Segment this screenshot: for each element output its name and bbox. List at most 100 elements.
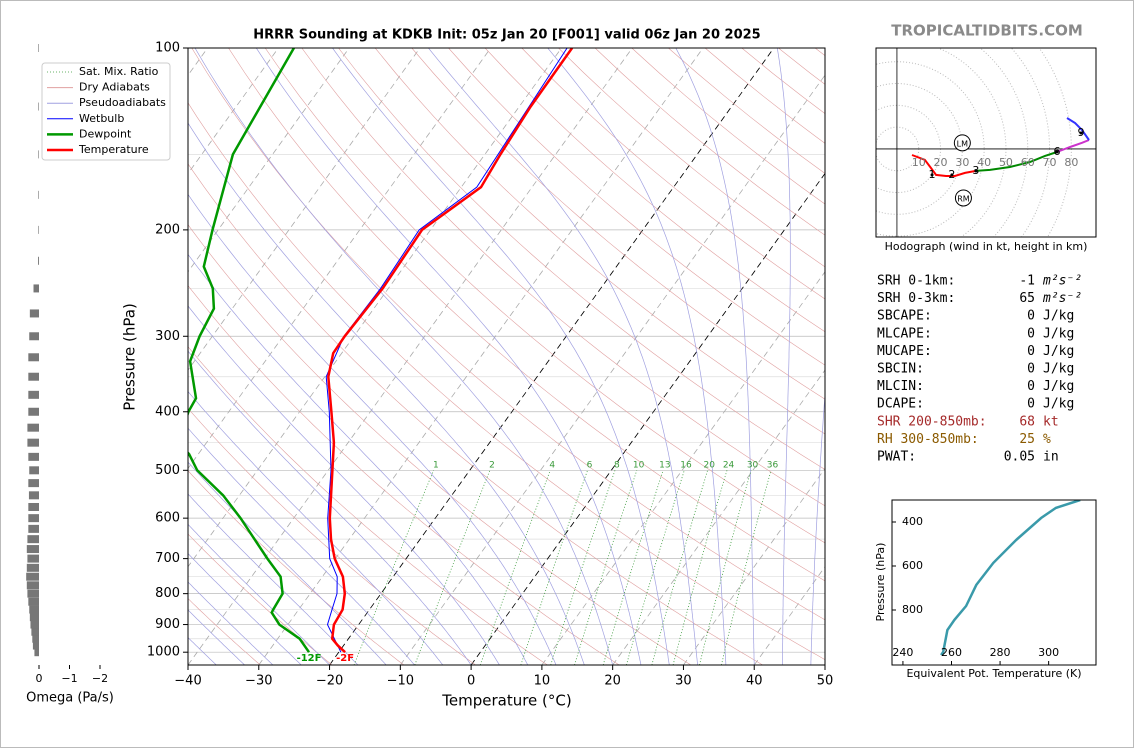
mixing-ratio-label: 1 bbox=[433, 461, 439, 471]
omega-bar bbox=[27, 589, 39, 598]
y-tick-label: 400 bbox=[155, 404, 180, 419]
mixing-ratio-line bbox=[353, 470, 435, 665]
stat-label: SHR 200-850mb: bbox=[877, 414, 987, 429]
moist-adiabat bbox=[188, 122, 585, 665]
highlight-isotherm bbox=[329, 48, 775, 665]
dry-adiabat bbox=[191, 48, 825, 621]
y-tick-label: 100 bbox=[155, 41, 180, 56]
dry-adiabat bbox=[188, 346, 548, 665]
omega-bar bbox=[32, 641, 39, 650]
mixing-ratio-line bbox=[602, 470, 664, 665]
legend-label: Wetbulb bbox=[79, 112, 124, 125]
moist-adiabat bbox=[776, 48, 791, 665]
x-tick-label: 280 bbox=[990, 646, 1011, 659]
x-tick-label: 30 bbox=[675, 674, 692, 689]
stat-unit: J/kg bbox=[1043, 379, 1074, 394]
stat-value: 65 bbox=[1019, 291, 1035, 306]
height-label: 2 bbox=[948, 168, 955, 181]
x-tick-label: 300 bbox=[1038, 646, 1059, 659]
x-tick-label: −10 bbox=[387, 674, 414, 689]
plot-frame bbox=[187, 47, 826, 666]
omega-bar bbox=[38, 256, 39, 265]
omega-x-label: Omega (Pa/s) bbox=[26, 691, 114, 706]
omega-bar bbox=[27, 423, 39, 432]
mixing-ratio-line bbox=[626, 470, 685, 665]
height-dot bbox=[930, 173, 934, 177]
omega-bar bbox=[29, 332, 39, 341]
thetae-area bbox=[940, 500, 1081, 656]
omega-bar bbox=[26, 563, 39, 572]
y-tick-label: 200 bbox=[155, 222, 180, 237]
stat-unit: J/kg bbox=[1043, 326, 1074, 341]
mixing-ratio-label: 10 bbox=[633, 461, 645, 471]
stat-unit: in bbox=[1043, 450, 1059, 465]
stat-value: 0.05 bbox=[1004, 450, 1035, 465]
stat-unit: kt bbox=[1043, 414, 1059, 429]
mixing-ratio-line bbox=[651, 470, 708, 665]
moist-adiabat bbox=[188, 581, 274, 665]
stat-value: 0 bbox=[1027, 397, 1035, 412]
y-tick-label: 500 bbox=[155, 463, 180, 478]
stat-label: DCAPE: bbox=[877, 397, 924, 412]
height-dot bbox=[974, 169, 978, 173]
stat-value: 0 bbox=[1027, 326, 1035, 341]
hodograph-ring-label: 80 bbox=[1064, 156, 1078, 169]
omega-bar bbox=[38, 44, 39, 52]
y-tick-label: 700 bbox=[155, 551, 180, 566]
omega-bar bbox=[32, 634, 39, 643]
moist-adiabat bbox=[547, 48, 727, 665]
omega-bar bbox=[34, 648, 39, 657]
mixing-ratio-label: 30 bbox=[747, 461, 759, 471]
omega-bar bbox=[38, 150, 39, 159]
stat-label: MUCAPE: bbox=[877, 344, 932, 359]
dry-adiabat bbox=[338, 48, 825, 470]
moist-adiabat bbox=[675, 48, 755, 665]
storm-motion-label: LM bbox=[957, 139, 968, 148]
omega-bar bbox=[29, 309, 39, 318]
stat-unit: J/kg bbox=[1043, 362, 1074, 377]
hodograph-ring-label: 30 bbox=[955, 156, 969, 169]
thetae-y-label: Pressure (hPa) bbox=[874, 543, 887, 622]
omega-bar bbox=[38, 190, 39, 199]
omega-bar bbox=[27, 438, 39, 447]
stat-unit: m²s⁻² bbox=[1042, 291, 1082, 306]
stat-unit: J/kg bbox=[1043, 344, 1074, 359]
omega-bar bbox=[28, 372, 39, 381]
x-tick-label: 50 bbox=[817, 674, 834, 689]
stat-label: PWAT: bbox=[877, 450, 916, 465]
stat-value: 0 bbox=[1027, 309, 1035, 324]
dry-adiabat bbox=[188, 163, 763, 665]
mixing-ratio-label: 2 bbox=[489, 461, 495, 471]
height-dot bbox=[950, 173, 954, 177]
mixing-ratio-line bbox=[520, 470, 588, 665]
omega-bar bbox=[29, 605, 39, 614]
omega-bar bbox=[28, 597, 39, 606]
hodograph-trace bbox=[911, 154, 977, 177]
stat-value: 0 bbox=[1027, 379, 1035, 394]
height-label: 3 bbox=[972, 164, 979, 177]
y-tick-label: 800 bbox=[902, 603, 923, 616]
mixing-ratio-line bbox=[699, 470, 752, 665]
x-tick-label: 240 bbox=[892, 646, 913, 659]
stat-label: SBCIN: bbox=[877, 362, 924, 377]
dry-adiabat bbox=[188, 598, 261, 665]
site-name: TROPICALTIDBITS.COM bbox=[891, 22, 1083, 40]
mixing-ratio-label: 13 bbox=[659, 461, 670, 471]
omega-bar bbox=[38, 225, 39, 234]
stat-unit: m²s⁻² bbox=[1042, 274, 1082, 289]
x-tick-label: 0 bbox=[36, 672, 43, 685]
legend-label: Temperature bbox=[78, 143, 149, 156]
thetae-frame bbox=[891, 499, 1097, 666]
height-label: 9 bbox=[1077, 126, 1084, 139]
isotherm bbox=[541, 271, 825, 665]
mixing-ratio-label: 24 bbox=[723, 461, 735, 471]
x-tick-label: 10 bbox=[534, 674, 551, 689]
isotherm bbox=[188, 48, 421, 371]
x-tick-label: −30 bbox=[245, 674, 272, 689]
x-tick-label: 40 bbox=[746, 674, 763, 689]
stat-unit: % bbox=[1043, 432, 1051, 447]
stat-unit: J/kg bbox=[1043, 309, 1074, 324]
moist-adiabat bbox=[332, 48, 670, 665]
omega-bar bbox=[31, 627, 39, 636]
stat-label: SBCAPE: bbox=[877, 309, 932, 324]
